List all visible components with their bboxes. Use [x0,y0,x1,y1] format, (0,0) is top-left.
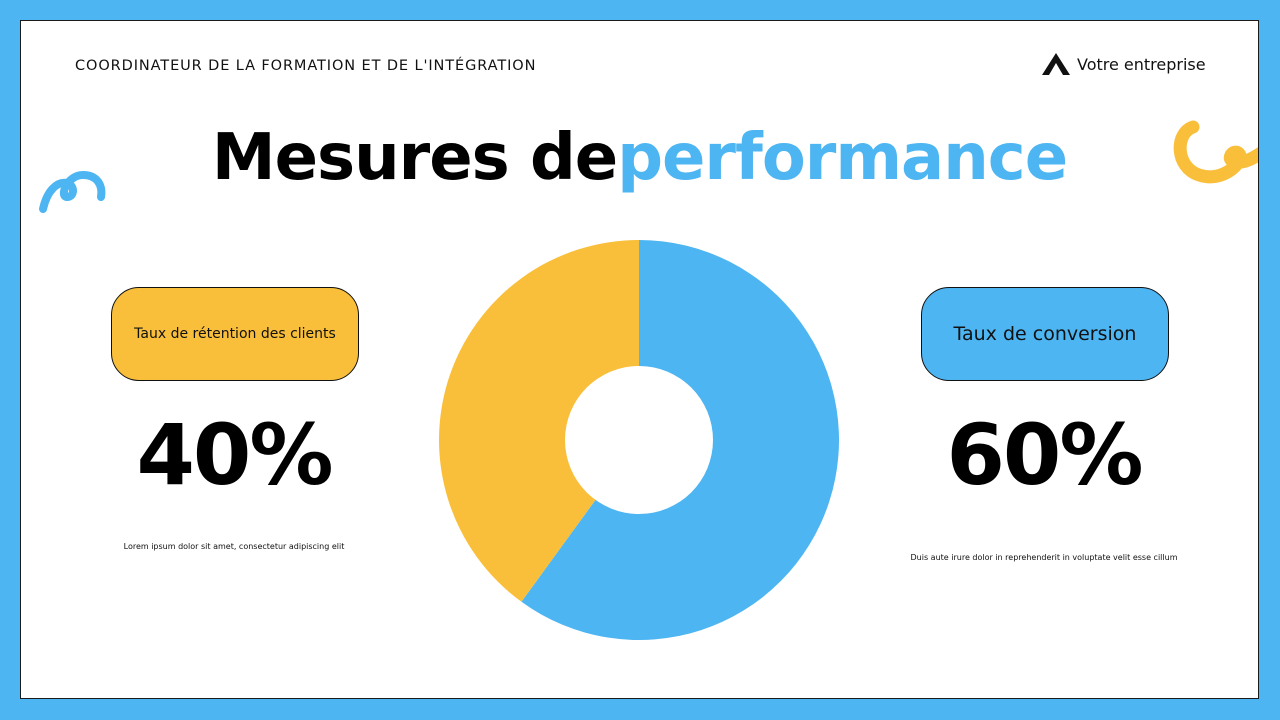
slide: COORDINATEUR DE LA FORMATION ET DE L'INT… [20,20,1259,699]
yellow-squiggle-icon [1173,120,1258,184]
logo-text: Votre entreprise [1077,54,1206,74]
page-title: Mesures deperformance [21,121,1258,195]
donut-slice [439,240,639,602]
conversion-value: 60% [946,406,1143,504]
retention-label: Taux de rétention des clients [134,326,336,342]
retention-label-pill: Taux de rétention des clients [111,287,359,381]
title-part-accent: performance [617,121,1068,195]
company-logo: Votre entreprise [1041,52,1206,76]
blue-squiggle-icon [39,170,106,213]
conversion-label: Taux de conversion [953,323,1137,345]
conversion-description: Duis aute irure dolor in reprehenderit i… [910,553,1178,562]
retention-description: Lorem ipsum dolor sit amet, consectetur … [123,542,345,551]
donut-chart [439,240,839,640]
retention-value: 40% [136,406,333,504]
header-title: COORDINATEUR DE LA FORMATION ET DE L'INT… [75,58,537,74]
conversion-label-pill: Taux de conversion [921,287,1169,381]
donut-hole [565,366,713,514]
triangle-logo-icon [1042,53,1070,75]
title-part-dark: Mesures de [211,121,618,195]
